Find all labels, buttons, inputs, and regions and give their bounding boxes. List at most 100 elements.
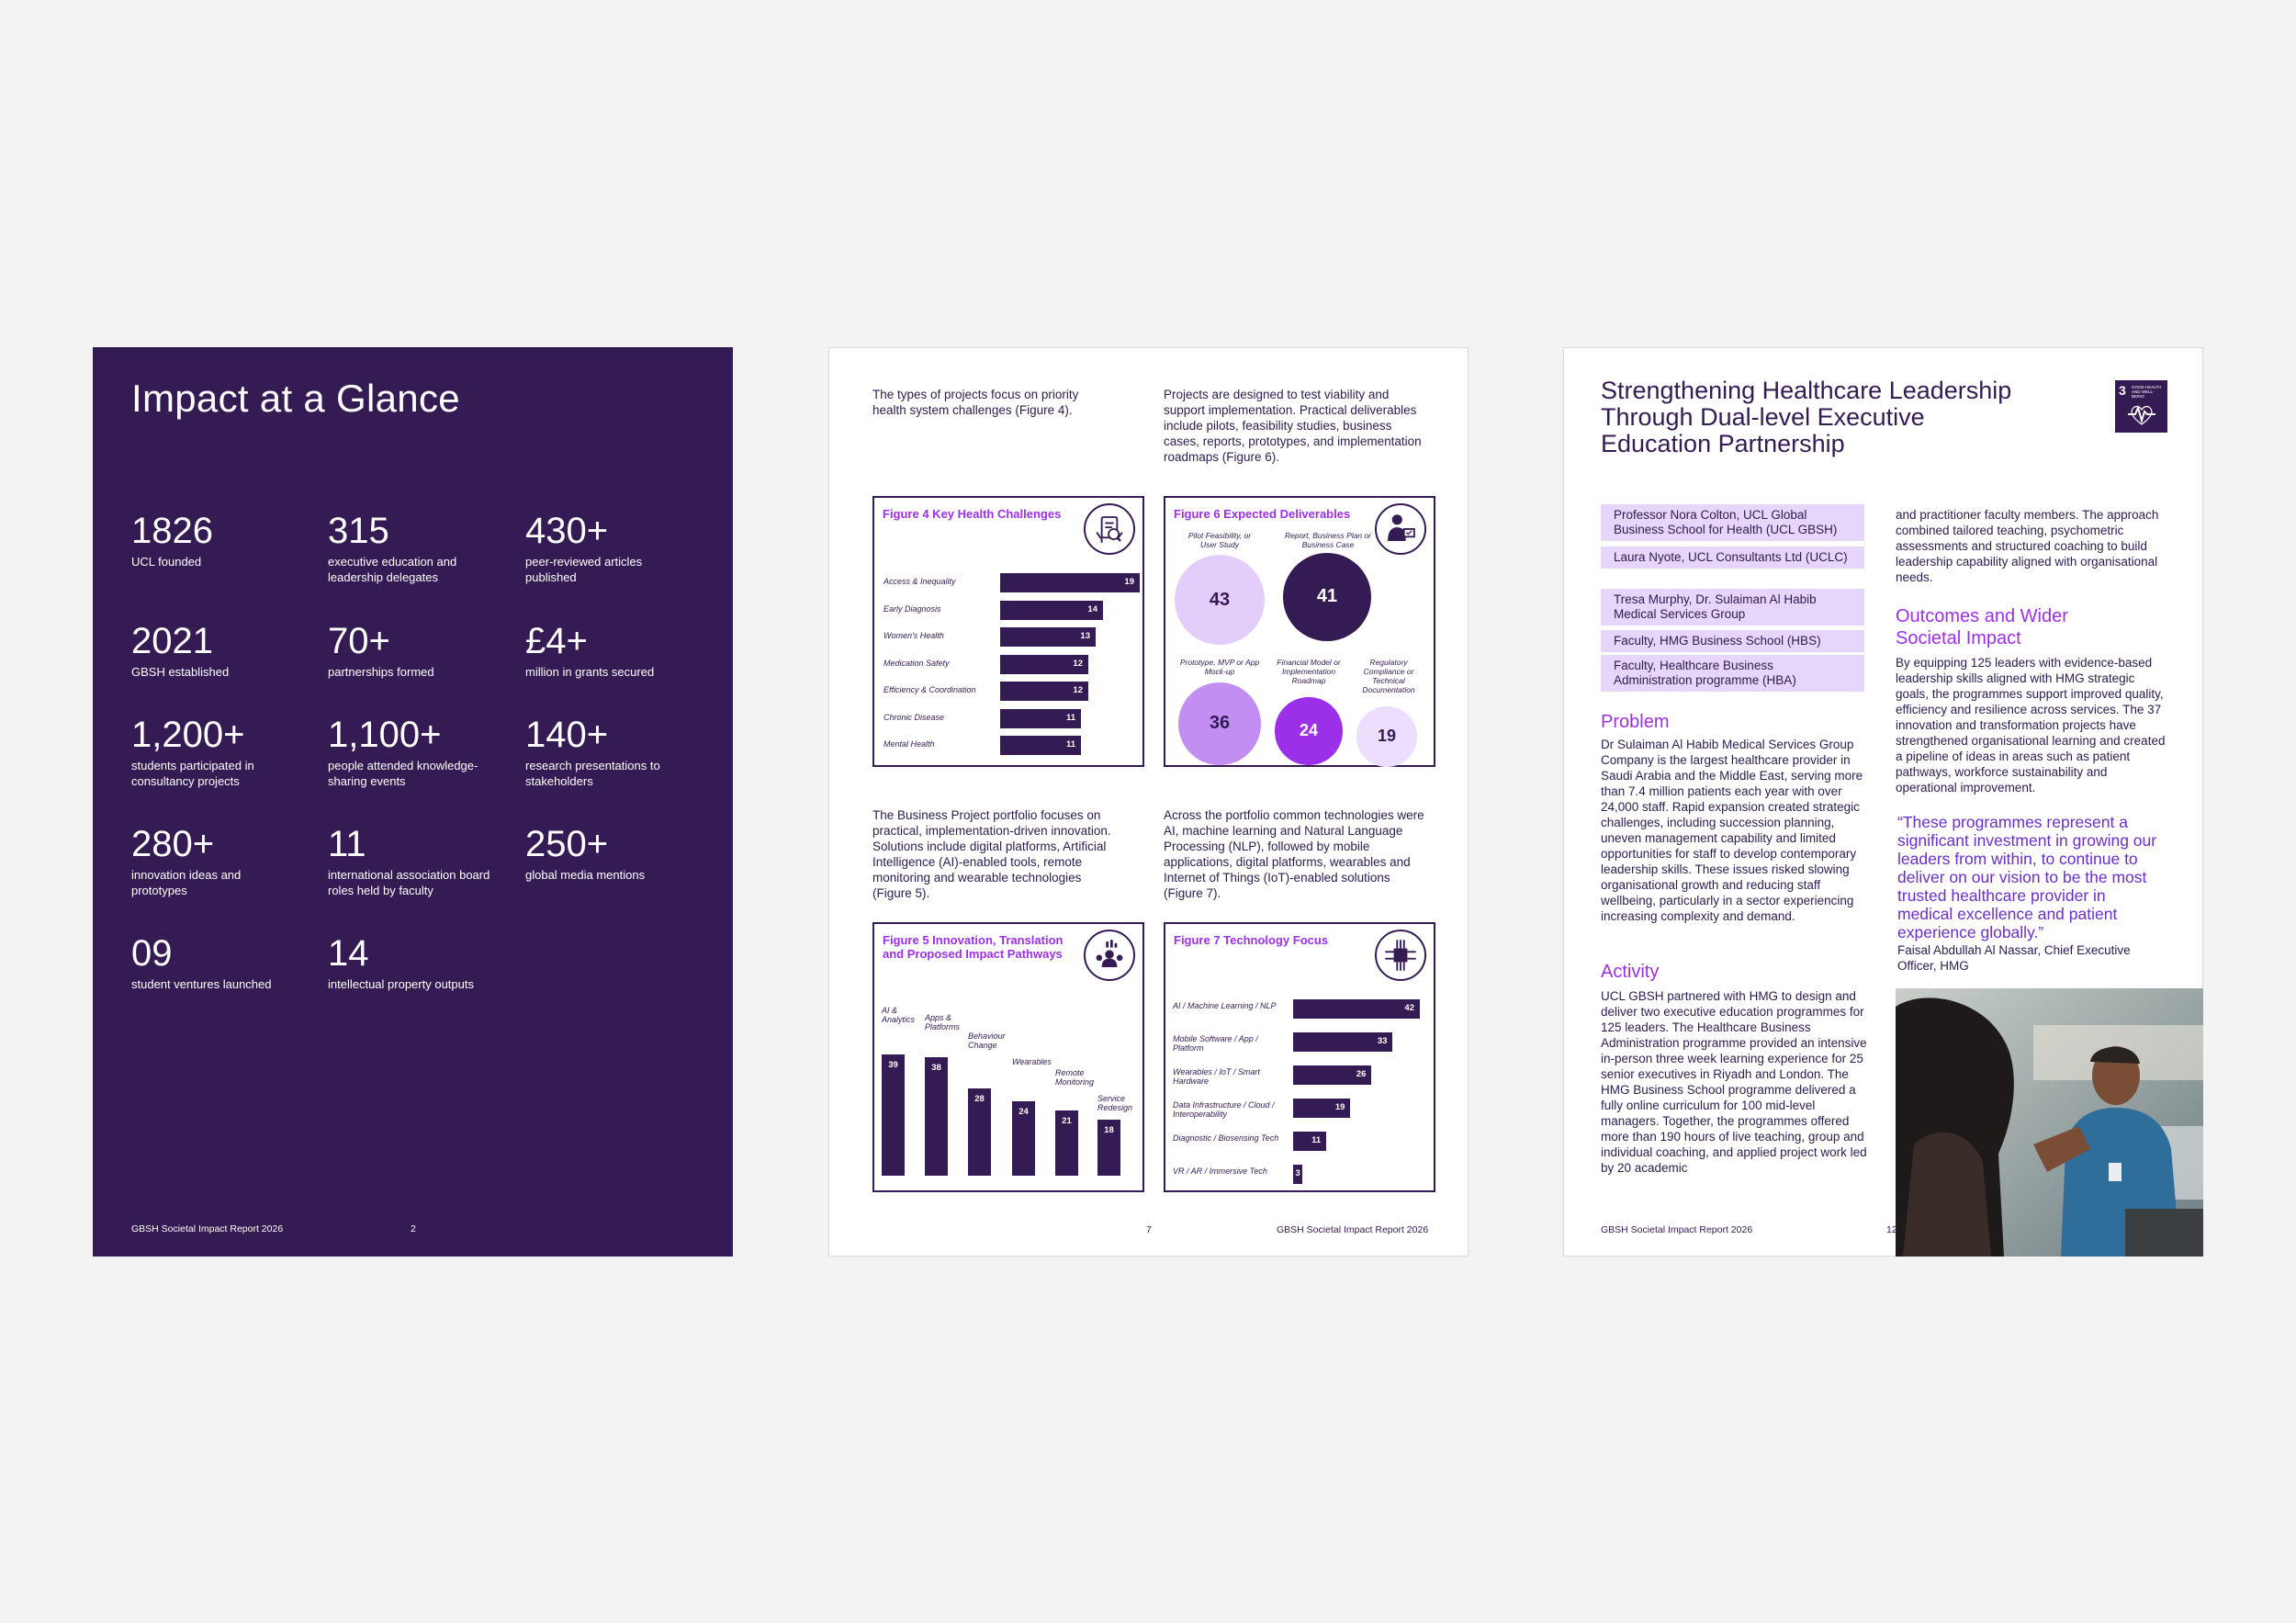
bar-row: Medication Safety 12	[884, 654, 1137, 675]
bar: 3	[1293, 1165, 1302, 1184]
classroom-photo	[1896, 988, 2203, 1257]
bubble: 24	[1275, 697, 1343, 765]
section-text: UCL GBSH partnered with HMG to design an…	[1601, 989, 1867, 1175]
stat-label: student ventures launched	[131, 977, 272, 991]
stat-number: £4+	[525, 621, 588, 661]
partner-box: Professor Nora Colton, UCL Global Busine…	[1601, 504, 1864, 541]
bubble: 36	[1178, 682, 1261, 765]
bubble-label: Financial Model or Implementation Roadma…	[1277, 658, 1341, 685]
section-heading: Activity	[1601, 962, 1660, 982]
page-impact-at-a-glance: Impact at a Glance 1826 UCL founded 315 ex…	[93, 347, 733, 1257]
figure-4: Figure 4 Key Health Challenges Access & …	[872, 496, 1144, 767]
stat-label: peer-reviewed articles published	[525, 555, 643, 584]
bubble-value: 43	[1209, 589, 1231, 610]
bar: 33	[1293, 1032, 1393, 1052]
bar-value: 18	[1104, 1125, 1114, 1136]
bar-row: Diagnostic / Biosensing Tech 11	[1173, 1130, 1426, 1151]
bar-label: Wearables / IoT / Smart Hardware	[1173, 1067, 1260, 1086]
bar-value: 13	[1080, 631, 1090, 641]
bar: 42	[1293, 999, 1420, 1019]
stat-label: research presentations to stakeholders	[525, 759, 660, 788]
bar: 18	[1097, 1120, 1120, 1176]
bar-row: Access & Inequality 19	[884, 573, 1140, 593]
section-heading: Outcomes and Wider Societal Impact	[1896, 606, 2068, 648]
bar-row: Data Infrastructure / Cloud / Interopera…	[1173, 1097, 1426, 1119]
stat-item: £4+ million in grants secured	[525, 620, 709, 680]
partner-box: Faculty, HMG Business School (HBS)	[1601, 630, 1864, 652]
stat-number: 250+	[525, 824, 609, 864]
sdg-label: GOOD HEALTH AND WELL-BEING	[2132, 385, 2162, 399]
section-text: Dr Sulaiman Al Habib Medical Services Gr…	[1601, 738, 1863, 923]
figure-7: Figure 7 Technology Focus AI / Machine L…	[1164, 922, 1435, 1192]
figure-title: Figure 7 Technology Focus	[1174, 933, 1329, 947]
bubble-value: 24	[1299, 721, 1318, 740]
heartbeat-icon	[2128, 405, 2155, 425]
stat-number: 1,100+	[328, 715, 442, 755]
page-case-study: Strengthening Healthcare Leadership Thro…	[1563, 347, 2203, 1257]
bar-label: Behaviour Change	[968, 1031, 1006, 1050]
bar-value: 11	[1065, 712, 1075, 723]
stat-number: 2021	[131, 621, 213, 661]
bubble: 43	[1175, 555, 1265, 645]
bar-row: Wearables / IoT / Smart Hardware 26	[1173, 1064, 1426, 1086]
stat-label: intellectual property outputs	[328, 977, 474, 991]
bar-value: 11	[1311, 1135, 1322, 1145]
person-laptop-icon	[1375, 503, 1426, 555]
page-projects-figures: The types of projects focus on priority …	[828, 347, 1469, 1257]
bar: 39	[882, 1054, 905, 1176]
figure-title: Figure 6 Expected Deliverables	[1174, 507, 1351, 521]
page-footer: GBSH Societal Impact Report 2026	[1601, 1224, 1753, 1235]
stat-number: 11	[328, 824, 366, 864]
bar-row: Mobile Software / App / Platform 33	[1173, 1031, 1426, 1053]
stat-number: 280+	[131, 824, 215, 864]
bar-row: AI / Machine Learning / NLP 42	[1173, 997, 1426, 1019]
bar: 11	[1293, 1132, 1327, 1151]
bar-label: Early Diagnosis	[884, 603, 941, 614]
partner-box: Laura Nyote, UCL Consultants Ltd (UCLC)	[1601, 547, 1864, 569]
bar-label: AI & Analytics	[882, 1006, 916, 1024]
stat-item: 14 intellectual property outputs	[328, 932, 512, 992]
bar-label: Data Infrastructure / Cloud / Interopera…	[1173, 1100, 1275, 1119]
stat-item: 1,200+ students participated in consultan…	[131, 714, 287, 789]
stat-item: 09 student ventures launched	[131, 932, 315, 992]
stat-number: 315	[328, 511, 389, 551]
bar-label: Remote Monitoring	[1055, 1068, 1095, 1087]
bar: 12	[1000, 654, 1088, 674]
intro-text: The types of projects focus on priority …	[872, 388, 1079, 417]
bar-row: Efficiency & Coordination 12	[884, 682, 1137, 702]
bar-row: Women's Health 13	[884, 627, 1137, 648]
bar-label: Diagnostic / Biosensing Tech	[1173, 1133, 1279, 1143]
bar-label: Mental Health	[884, 739, 935, 749]
people-idea-icon	[1084, 930, 1135, 981]
bar: 28	[968, 1088, 991, 1176]
bubble: 19	[1356, 706, 1417, 767]
page-title: Impact at a Glance	[131, 377, 460, 420]
stat-item: 2021 GBSH established	[131, 620, 315, 680]
bubble-label: Pilot Feasibility, or User Study	[1187, 531, 1252, 549]
bar-value: 39	[888, 1060, 898, 1070]
bar: 19	[1000, 573, 1140, 592]
bar-value: 28	[974, 1094, 985, 1105]
stat-label: GBSH established	[131, 665, 230, 679]
bar: 21	[1055, 1110, 1078, 1176]
stat-number: 14	[328, 933, 369, 974]
stat-label: million in grants secured	[525, 665, 655, 679]
figure-title: Figure 5 Innovation, Translation and Pro…	[883, 933, 1064, 961]
intro-text: Projects are designed to test viability …	[1164, 388, 1422, 464]
stat-label: innovation ideas and prototypes	[131, 868, 242, 897]
stat-item: 1826 UCL founded	[131, 510, 315, 569]
sdg-badge: 3 GOOD HEALTH AND WELL-BEING	[2115, 380, 2167, 433]
bar-value: 26	[1356, 1069, 1367, 1079]
stat-number: 1,200+	[131, 715, 245, 755]
bar-label: Medication Safety	[884, 658, 950, 668]
figure-title: Figure 4 Key Health Challenges	[883, 507, 1062, 521]
bar: 38	[925, 1057, 948, 1176]
bar-label: Chronic Disease	[884, 712, 945, 722]
bar-label: AI / Machine Learning / NLP	[1173, 1001, 1277, 1010]
section-text: and practitioner faculty members. The ap…	[1896, 508, 2159, 584]
bar-row: Early Diagnosis 14	[884, 600, 1137, 621]
stat-label: international association board roles he…	[328, 868, 490, 897]
bubble-label: Regulatory Compliance or Technical Docum…	[1362, 658, 1415, 694]
stat-item: 1,100+ people attended knowledge-sharing …	[328, 714, 502, 789]
sdg-number: 3	[2119, 383, 2126, 398]
